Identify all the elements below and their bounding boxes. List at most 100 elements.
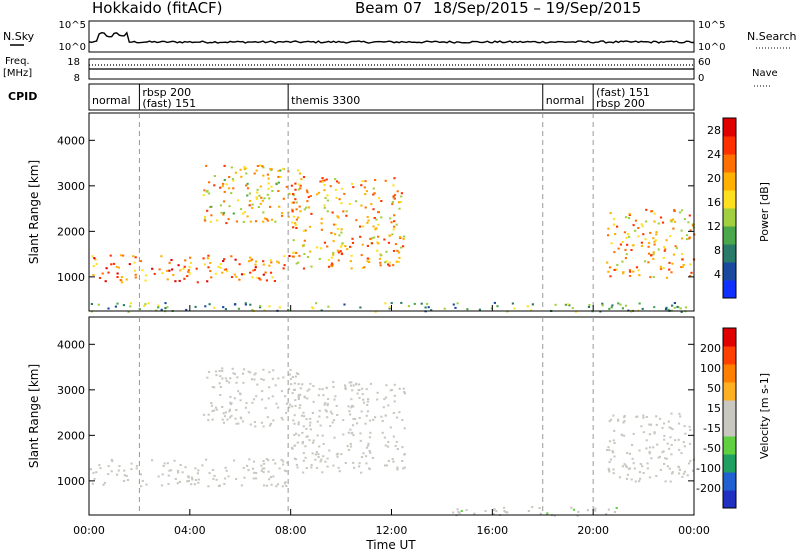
scatter-cell	[645, 208, 648, 211]
scatter-cell	[298, 205, 301, 208]
scatter-cell	[332, 380, 335, 383]
scatter-cell	[249, 371, 252, 374]
scatter-cell	[293, 388, 296, 391]
scatter-cell	[690, 271, 693, 274]
scatter-cell	[320, 228, 323, 231]
scatter-cell	[677, 472, 681, 475]
scatter-cell	[134, 276, 137, 279]
scatter-cell	[531, 506, 534, 509]
scatter-cell	[640, 425, 643, 428]
scatter-cell	[280, 212, 284, 215]
scatter-cell	[222, 182, 225, 185]
scatter-cell	[424, 306, 427, 309]
scatter-cell	[238, 278, 241, 281]
scatter-cell	[107, 307, 110, 310]
scatter-cell	[669, 480, 672, 483]
scatter-cell	[109, 254, 112, 257]
scatter-cell	[622, 271, 625, 274]
scatter-cell	[659, 268, 663, 271]
scatter-cell	[381, 420, 384, 422]
scatter-cell	[268, 197, 271, 200]
scatter-cell	[653, 243, 656, 246]
scatter-cell	[221, 271, 224, 274]
scatter-cell	[372, 193, 375, 196]
scatter-cell	[336, 455, 339, 458]
scatter-cell	[646, 467, 649, 470]
scatter-cell	[647, 245, 650, 248]
scatter-cell	[92, 265, 95, 268]
scatter-cell	[661, 426, 664, 429]
scatter-cell	[203, 218, 206, 221]
scatter-cell	[384, 414, 387, 417]
scatter-cell	[609, 212, 612, 215]
scatter-cell	[291, 221, 294, 224]
scatter-cell	[367, 444, 370, 447]
scatter-cell	[282, 267, 285, 270]
scatter-cell	[538, 507, 541, 509]
scatter-cell	[110, 263, 113, 266]
scatter-cell	[223, 179, 226, 181]
scatter-cell	[349, 428, 352, 431]
scatter-cell	[361, 180, 364, 183]
scatter-cell	[304, 229, 307, 232]
scatter-cell	[233, 397, 236, 400]
scatter-cell	[401, 446, 404, 449]
scatter-cell	[141, 269, 144, 272]
scatter-cell	[649, 423, 652, 426]
scatter-cell	[231, 367, 234, 370]
date-range: 18/Sep/2015 – 19/Sep/2015	[433, 0, 641, 17]
scatter-cell	[123, 469, 126, 472]
scatter-cell	[680, 229, 683, 232]
scatter-cell	[393, 197, 396, 200]
scatter-cell	[642, 416, 645, 419]
scatter-cell	[172, 274, 175, 276]
scatter-cell	[393, 225, 396, 228]
scatter-cell	[269, 259, 272, 262]
scatter-cell	[609, 275, 612, 278]
scatter-cell	[386, 445, 390, 448]
scatter-cell	[306, 389, 309, 392]
scatter-cell	[668, 426, 671, 429]
scatter-cell	[310, 464, 313, 466]
scatter-cell	[623, 434, 626, 437]
scatter-cell	[208, 206, 212, 209]
scatter-cell	[623, 415, 626, 417]
scatter-cell	[632, 244, 635, 247]
scatter-cell	[171, 268, 174, 271]
scatter-cell	[376, 398, 379, 401]
scatter-cell	[129, 302, 132, 305]
scatter-cell	[546, 512, 549, 515]
scatter-cell	[648, 476, 652, 479]
scatter-cell	[642, 414, 645, 417]
x-axis-label: Time UT	[365, 538, 416, 552]
scatter-cell	[336, 452, 339, 455]
scatter-cell	[280, 416, 283, 419]
scatter-cell	[177, 264, 180, 267]
colorbar-segment	[723, 472, 736, 491]
scatter-cell	[295, 208, 298, 211]
scatter-cell	[103, 481, 106, 484]
scatter-cell	[263, 484, 266, 487]
scatter-cell	[309, 382, 312, 385]
scatter-cell	[613, 442, 616, 445]
scatter-cell	[369, 237, 372, 240]
scatter-cell	[511, 302, 514, 305]
beam-title: Beam 07	[355, 0, 422, 17]
scatter-cell	[179, 269, 182, 272]
scatter-cell	[351, 241, 355, 244]
scatter-cell	[673, 302, 676, 304]
scatter-cell	[680, 209, 684, 212]
scatter-cell	[288, 255, 291, 257]
scatter-cell	[237, 307, 240, 310]
scatter-cell	[612, 414, 615, 417]
scatter-cell	[210, 402, 213, 404]
scatter-cell	[299, 187, 302, 190]
scatter-cell	[190, 476, 194, 479]
nsky-series-line	[88, 31, 695, 44]
scatter-cell	[251, 276, 254, 279]
scatter-cell	[170, 469, 173, 472]
scatter-cell	[634, 480, 637, 483]
scatter-cell	[678, 412, 681, 415]
scatter-cell	[672, 253, 675, 256]
scatter-cell	[228, 408, 231, 411]
